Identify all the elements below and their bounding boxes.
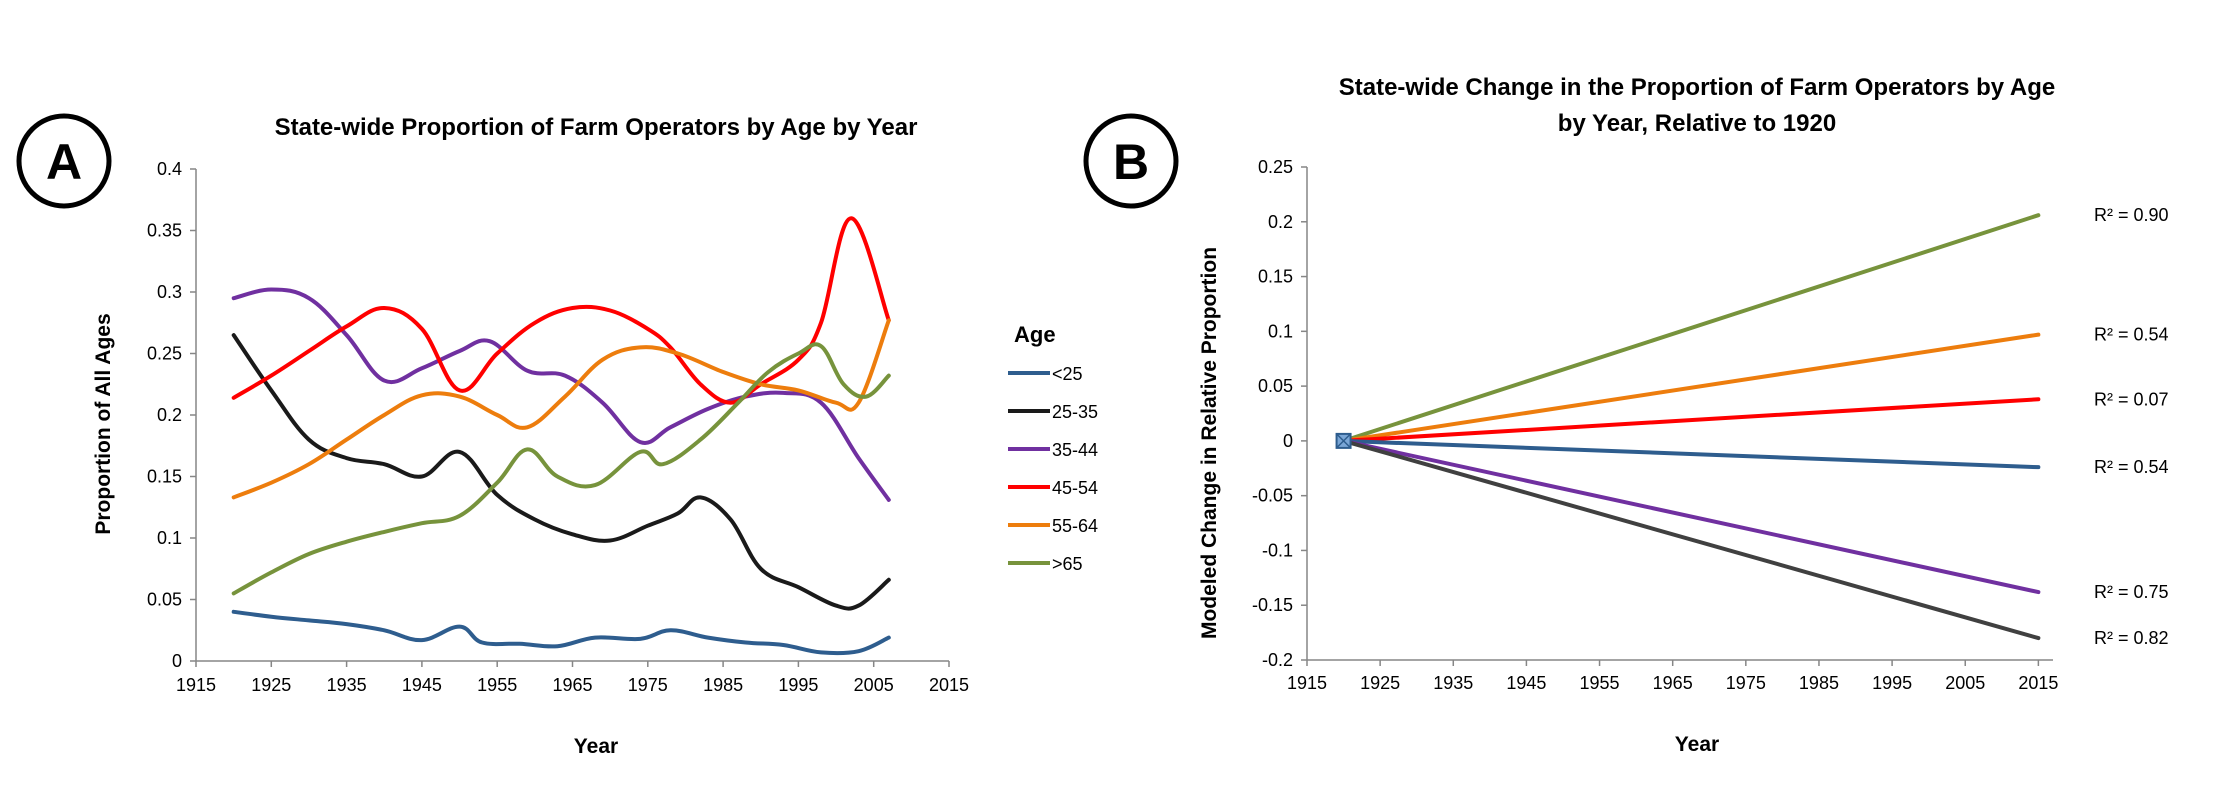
panel-b-badge: B [1083,113,1179,209]
chart-a-y-tick-label: 0.3 [157,282,182,302]
chart-a-y-tick-label: 0.05 [147,590,182,610]
chart-b-series-line [1341,332,2041,443]
chart-b-x-axis-label: Year [1675,733,1719,756]
chart-a-legend-title: Age [1014,322,1056,347]
chart-a-x-tick-label: 1945 [402,675,442,695]
chart-b-r2-label: R² = 0.54 [2094,457,2169,477]
chart-a-series-line [231,342,891,596]
chart-b-y-tick-label: -0.05 [1252,486,1293,506]
chart-a-legend-label: <25 [1052,364,1083,384]
chart-a-y-tick-label: 0 [172,651,182,671]
chart-b-series-line [1341,438,2041,470]
chart-a-series-line [231,216,891,405]
chart-a-legend-label: 45-54 [1052,478,1098,498]
chart-a-series-line [231,318,891,500]
chart-b-r2-label: R² = 0.07 [2094,389,2169,409]
chart-a-y-tick-label: 0.1 [157,528,182,548]
chart-b-title-line-2: by Year, Relative to 1920 [1558,110,1836,137]
chart-b-r2-label: R² = 0.90 [2094,205,2169,225]
panel-a-badge: A [16,113,112,209]
chart-a-x-tick-label: 1955 [477,675,517,695]
panel-a-label: A [46,134,82,190]
chart-b-y-tick-label: 0.1 [1268,321,1293,341]
chart-a-legend-label: 55-64 [1052,516,1098,536]
chart-a-x-tick-label: 1995 [778,675,818,695]
chart-b-y-tick-label: 0.05 [1258,376,1293,396]
chart-a-y-tick-label: 0.15 [147,467,182,487]
chart-b-r2-label: R² = 0.54 [2094,325,2169,345]
chart-a-x-tick-label: 1985 [703,675,743,695]
chart-a-x-tick-label: 1915 [176,675,216,695]
chart-b-series-line [1341,397,2041,443]
chart-b-x-tick-label: 1935 [1433,673,1473,693]
chart-b-x-tick-label: 1925 [1360,673,1400,693]
panel-b-label: B [1113,134,1149,190]
chart-b-x-tick-label: 1975 [1726,673,1766,693]
chart-a-y-axis-label: Proportion of All Ages [92,313,115,534]
chart-b-title-line-1: State-wide Change in the Proportion of F… [1339,74,2056,101]
chart-a-y-tick-label: 0.4 [157,159,182,179]
chart-a-x-tick-label: 1925 [251,675,291,695]
chart-b-y-axis-label: Modeled Change in Relative Proportion [1198,247,1221,639]
chart-a-x-tick-label: 1935 [327,675,367,695]
chart-b-plot: -0.2 -0.15 -0.1 -0.05 0 0.05 0.1 0.15 0.2 0.25 191… [1252,157,2169,693]
chart-b-x-tick-label: 2005 [1945,673,1985,693]
chart-b-x-tick-label: 2015 [2018,673,2058,693]
chart-a-legend-label: >65 [1052,554,1083,574]
chart-a-series-line [231,333,891,611]
chart-b-series-line [1341,438,2041,641]
chart-a-series-line [231,609,891,656]
chart-a-x-tick-label: 2015 [929,675,969,695]
chart-a-legend-label: 35-44 [1052,440,1098,460]
chart-b-y-tick-label: 0.15 [1258,267,1293,287]
chart-b-x-tick-label: 1995 [1872,673,1912,693]
chart-a-x-tick-label: 1965 [552,675,592,695]
chart-a-x-axis-label: Year [574,735,618,758]
chart-a-title: State-wide Proportion of Farm Operators … [275,114,918,141]
chart-b-y-tick-label: 0 [1283,431,1293,451]
chart-b-x-tick-label: 1955 [1580,673,1620,693]
chart-a-legend-label: 25-35 [1052,402,1098,422]
chart-b-y-tick-label: -0.15 [1252,595,1293,615]
chart-b-r2-label: R² = 0.75 [2094,582,2169,602]
chart-b-r2-label: R² = 0.82 [2094,628,2169,648]
chart-b-y-tick-label: 0.2 [1268,212,1293,232]
panel-a-circle [16,113,112,209]
chart-a-x-tick-label: 2005 [854,675,894,695]
chart-b-x-tick-label: 1965 [1653,673,1693,693]
chart-b-y-tick-label: -0.1 [1262,540,1293,560]
chart-b-series-line [1341,438,2041,595]
chart-b-origin-marker-cross [1336,433,1352,449]
chart-a-series-line [231,287,891,502]
chart-a-y-tick-label: 0.25 [147,344,182,364]
chart-b-y-tick-label: -0.2 [1262,650,1293,670]
chart-b-x-tick-label: 1985 [1799,673,1839,693]
chart-b-series-line [1341,213,2041,443]
chart-a-x-tick-label: 1975 [628,675,668,695]
chart-a-y-tick-label: 0.2 [157,405,182,425]
chart-a-plot: 0 0.05 0.1 0.15 0.2 0.25 0.3 0.35 0.4 1915 1925 193… [147,159,1098,695]
chart-b-x-tick-label: 1945 [1506,673,1546,693]
chart-a-y-tick-label: 0.35 [147,221,182,241]
panel-b-circle [1083,113,1179,209]
chart-b-y-tick-label: 0.25 [1258,157,1293,177]
chart-b-x-tick-label: 1915 [1287,673,1327,693]
